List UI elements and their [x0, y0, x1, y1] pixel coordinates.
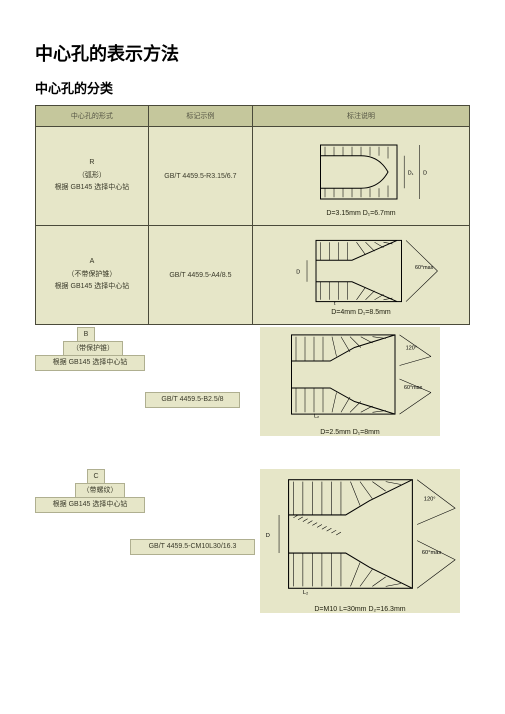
diagram-caption: D=M10 L=30mm D₂=16.3mm: [260, 606, 460, 613]
diagram-caption: D=2.5mm D₁=8mm: [260, 429, 440, 436]
dim-label: D₁: [408, 170, 414, 176]
col-type-header: 中心孔的形式: [36, 106, 149, 127]
angle-label: 60°max: [422, 550, 442, 556]
table-header-row: 中心孔的形式 标记示例 标注说明: [36, 106, 470, 127]
col-desc-header: 标注说明: [252, 106, 469, 127]
angle-label: 120°: [424, 497, 436, 503]
cell-mark: GB/T 4459.5-R3.15/6.7: [148, 127, 252, 226]
classification-table: 中心孔的形式 标记示例 标注说明 R （弧形） 根据 GB145 选择中心钻 G…: [35, 105, 470, 325]
type-note: 根据 GB145 选择中心钻: [35, 497, 145, 513]
type-note: 根据 GB145 选择中心钻: [35, 355, 145, 371]
table-row: A （不带保护锥） 根据 GB145 选择中心钻 GB/T 4459.5-A4/…: [36, 226, 470, 325]
diagram-r: D₁ D: [257, 136, 465, 208]
cell-diagram: D₁ D D=3.15mm D₁=6.7mm: [252, 127, 469, 226]
row-b-fragments: B （带保护锥） 根据 GB145 选择中心钻 GB/T 4459.5-B2.5…: [35, 327, 470, 467]
diagram-caption: D=3.15mm D₁=6.7mm: [257, 210, 465, 217]
diagram-caption: D=4mm D₁=8.5mm: [257, 309, 465, 316]
type-sub: （弧形）: [40, 170, 144, 183]
section-title: 中心孔的分类: [35, 78, 470, 97]
table-row: R （弧形） 根据 GB145 选择中心钻 GB/T 4459.5-R3.15/…: [36, 127, 470, 226]
mark-c: GB/T 4459.5-CM10L30/16.3: [130, 539, 255, 555]
type-note: 根据 GB145 选择中心钻: [40, 182, 144, 195]
type-code: A: [40, 256, 144, 269]
cell-type: A （不带保护锥） 根据 GB145 选择中心钻: [36, 226, 149, 325]
page-title: 中心孔的表示方法: [35, 40, 470, 66]
mark-b: GB/T 4459.5-B2.5/8: [145, 392, 240, 408]
dim-label: D: [423, 170, 427, 176]
type-code: R: [40, 157, 144, 170]
diagram-c: 120° 60°max L₂ D D=M10 L=30mm D₂=16.3mm: [260, 469, 460, 613]
dim-label: L₂: [303, 590, 308, 596]
type-note: 根据 GB145 选择中心钻: [40, 281, 144, 294]
dim-label: L₂: [314, 414, 319, 420]
angle-label: 60°max: [404, 385, 423, 391]
cell-type: R （弧形） 根据 GB145 选择中心钻: [36, 127, 149, 226]
diagram-b: 120° 60°max L₂ D=2.5mm D₁=8mm: [260, 327, 440, 436]
dim-label: D: [296, 269, 300, 275]
row-c-fragments: C （带螺纹） 根据 GB145 选择中心钻 GB/T 4459.5-CM10L…: [35, 469, 470, 639]
col-mark-header: 标记示例: [148, 106, 252, 127]
cell-diagram: 60°max D t D=4mm D₁=8.5mm: [252, 226, 469, 325]
cell-mark: GB/T 4459.5-A4/8.5: [148, 226, 252, 325]
diagram-a: 60°max D t: [257, 235, 465, 307]
type-sub: （不带保护锥）: [40, 269, 144, 282]
angle-label: 120°: [406, 345, 417, 351]
dim-label: D: [266, 533, 270, 539]
angle-label: 60°max: [415, 265, 434, 271]
